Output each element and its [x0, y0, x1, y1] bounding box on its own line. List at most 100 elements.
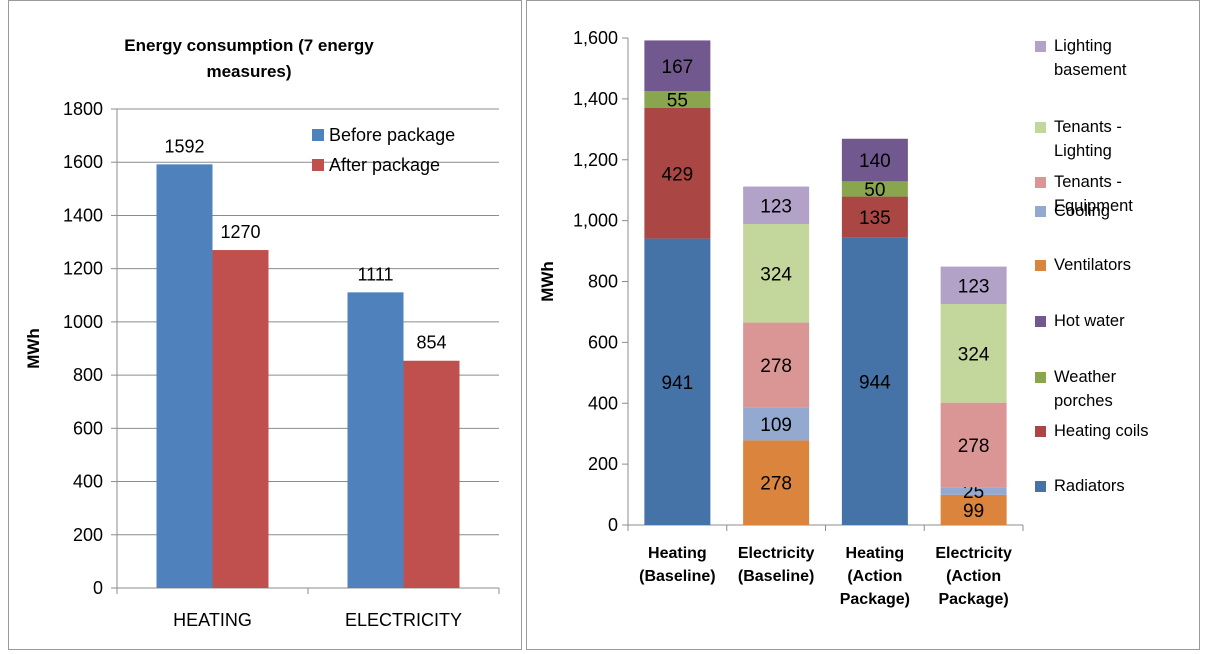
y-tick-label: 1800 — [63, 99, 103, 119]
data-label: 429 — [662, 164, 694, 185]
y-tick-label: 1,600 — [573, 28, 618, 48]
stack-segment — [644, 91, 711, 109]
stack-segment — [743, 223, 810, 323]
stack-segment — [841, 138, 908, 182]
legend-swatch — [1035, 122, 1046, 133]
stack-segment — [743, 440, 810, 525]
y-tick-label: 0 — [608, 515, 618, 535]
legend-label: Tenants - — [1054, 173, 1122, 191]
y-tick-label: 1,400 — [573, 89, 618, 109]
stack-segment — [940, 266, 1007, 305]
y-tick-label: 1600 — [63, 152, 103, 172]
y-tick-label: 800 — [588, 272, 618, 292]
x-tick-label: Electricity — [738, 545, 815, 562]
x-tick-label: HEATING — [173, 610, 252, 630]
data-label: 854 — [416, 333, 446, 353]
stack-segment — [940, 304, 1007, 403]
y-tick-label: 1,200 — [573, 150, 618, 170]
data-label: 25 — [963, 482, 984, 503]
stacked-bar-chart: 0 200 400 600 800 1,000 1,200 1,400 1,600 MWh Heat… — [538, 28, 1148, 608]
legend-swatch — [1035, 41, 1046, 52]
y-axis-label: MWh — [24, 328, 43, 369]
legend-label: After package — [329, 155, 440, 175]
bar — [347, 292, 404, 588]
stack-segment — [743, 322, 810, 408]
x-tick-label: (Baseline) — [738, 568, 814, 585]
legend-swatch — [1035, 260, 1046, 271]
x-tick-label: Package) — [840, 591, 910, 608]
y-tick-label: 600 — [73, 418, 103, 438]
x-tick-label: (Action — [847, 568, 902, 585]
stack-segment — [644, 40, 711, 92]
y-tick-label: 1000 — [63, 312, 103, 332]
data-label: 109 — [760, 415, 792, 436]
stack-segment — [841, 237, 908, 526]
legend-label: Equipment — [1054, 197, 1133, 215]
stack-segment — [743, 186, 810, 224]
data-label: 324 — [760, 264, 792, 285]
legend-label: Ventilators — [1054, 256, 1131, 274]
legend-label: Lighting — [1054, 37, 1112, 55]
stack-segment — [743, 407, 810, 441]
legend-swatch — [1035, 177, 1046, 188]
legend-label: Heating coils — [1054, 422, 1148, 440]
x-tick-label: (Action — [946, 568, 1001, 585]
x-tick-label: Electricity — [935, 545, 1012, 562]
x-tick-label: Heating — [846, 545, 905, 562]
y-tick-label: 1,000 — [573, 211, 618, 231]
panel-divider — [522, 0, 526, 650]
x-tick-label: (Baseline) — [639, 568, 715, 585]
legend-label: Hot water — [1054, 312, 1125, 330]
bar — [156, 164, 213, 588]
legend-label: Cooling — [1054, 202, 1110, 220]
x-tick-label: Heating — [648, 545, 707, 562]
y-tick-label: 600 — [588, 332, 618, 352]
data-label: 55 — [667, 91, 688, 112]
legend-label: Radiators — [1054, 477, 1125, 495]
stack-segment — [644, 108, 711, 239]
y-tick-label: 800 — [73, 365, 103, 385]
data-label: 140 — [859, 151, 891, 172]
legend-swatch — [1035, 426, 1046, 437]
data-label: 1592 — [164, 136, 204, 156]
data-label: 123 — [958, 276, 990, 297]
stack-segment — [940, 487, 1007, 495]
bar — [212, 250, 269, 589]
legend-swatch — [1035, 316, 1046, 327]
legend-label: basement — [1054, 61, 1127, 79]
legend-swatch — [1035, 481, 1046, 492]
legend-swatch — [312, 159, 324, 171]
stack-segment — [940, 402, 1007, 488]
stack-segment — [841, 196, 908, 238]
data-label: 324 — [958, 344, 990, 365]
data-label: 1270 — [220, 222, 260, 242]
data-label: 278 — [958, 436, 990, 457]
x-tick-label: Package) — [938, 591, 1008, 608]
data-label: 944 — [859, 372, 891, 393]
chart-title: Energy consumption (7 energy — [124, 36, 374, 55]
legend-swatch — [1035, 206, 1046, 217]
chart-title: measures) — [206, 62, 291, 81]
right-chart-panel: 0 200 400 600 800 1,000 1,200 1,400 1,600 MWh Heat… — [526, 0, 1200, 650]
y-tick-label: 1200 — [63, 259, 103, 279]
y-tick-label: 200 — [73, 525, 103, 545]
stack-segment — [940, 494, 1007, 525]
x-tick-label: ELECTRICITY — [345, 610, 462, 630]
data-label: 941 — [662, 373, 694, 394]
stack-segment — [644, 238, 711, 525]
legend-label: porches — [1054, 392, 1113, 410]
data-label: 123 — [760, 196, 792, 217]
data-label: 1111 — [357, 264, 393, 284]
data-label: 278 — [760, 474, 792, 495]
grouped-bar-chart: Energy consumption (7 energy measures) 0 20… — [24, 36, 500, 630]
legend-label: Tenants - — [1054, 118, 1122, 136]
y-tick-label: 400 — [73, 472, 103, 492]
legend-swatch — [312, 129, 324, 141]
y-tick-label: 1400 — [63, 205, 103, 225]
y-tick-label: 0 — [93, 578, 103, 598]
y-tick-label: 400 — [588, 393, 618, 413]
legend-label: Lighting — [1054, 142, 1112, 160]
data-label: 167 — [662, 57, 694, 78]
data-label: 278 — [760, 356, 792, 377]
